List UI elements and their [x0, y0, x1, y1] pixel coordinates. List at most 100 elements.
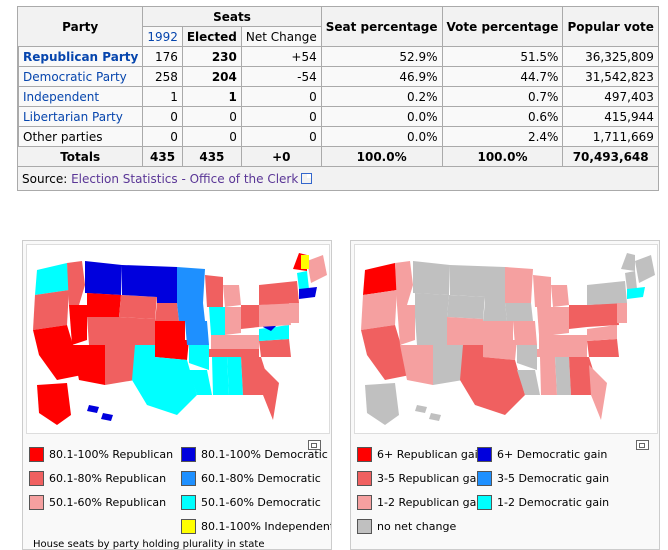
seat-percentage-cell: 0.2%: [320, 86, 443, 107]
totals-vote-percentage: 100.0%: [441, 146, 564, 167]
elected-cell: 204: [181, 66, 242, 87]
legend-swatch: [357, 446, 372, 462]
legend-item: 1-2 Democratic gain: [477, 491, 637, 513]
table-subheader-row: 1992 Elected Net Change: [18, 26, 659, 47]
legend-label: 3-5 Republican gain: [377, 471, 487, 485]
legend-label: 80.1-100% Independent: [201, 519, 332, 533]
legend-label: 6+ Democratic gain: [497, 447, 608, 461]
popular-vote-cell: 497,403: [562, 86, 659, 107]
elected-cell: 230: [181, 46, 242, 67]
popular-vote-cell: 31,542,823: [562, 66, 659, 87]
seat-percentage-cell: 52.9%: [320, 46, 443, 67]
legend-swatch: [477, 494, 492, 510]
elected-header: Elected: [181, 26, 242, 47]
vote-percentage-header: Vote percentage: [441, 6, 564, 47]
plurality-map-image[interactable]: [26, 244, 330, 434]
enlarge-icon[interactable]: [308, 440, 321, 450]
seat-percentage-cell: 46.9%: [320, 66, 443, 87]
legend-label: 1-2 Republican gain: [377, 495, 487, 509]
legend-label: 50.1-60% Republican: [49, 495, 167, 509]
external-link-icon: [301, 172, 313, 184]
prev-seats-cell: 258: [142, 66, 183, 87]
legend-label: 50.1-60% Democratic: [201, 495, 321, 509]
legend-item: no net change: [357, 515, 517, 537]
totals-label: Totals: [16, 146, 144, 167]
vote-percentage-cell: 0.7%: [441, 86, 564, 107]
seats-header: Seats: [142, 6, 322, 27]
legend-label: 60.1-80% Republican: [49, 471, 167, 485]
legend-swatch: [181, 518, 196, 534]
legend-label: 1-2 Democratic gain: [497, 495, 610, 509]
enlarge-icon[interactable]: [636, 440, 649, 450]
party-header: Party: [16, 6, 144, 47]
popular-vote-cell: 1,711,669: [562, 126, 659, 147]
totals-prev: 435: [142, 146, 183, 167]
popular-vote-cell: 415,944: [562, 106, 659, 127]
election-results-table: Party Seats Seat percentage Vote percent…: [16, 6, 659, 191]
legend-label: 60.1-80% Democratic: [201, 471, 321, 485]
vote-percentage-cell: 44.7%: [441, 66, 564, 87]
elected-cell: 0: [181, 126, 242, 147]
source-link[interactable]: Election Statistics - Office of the Cler…: [71, 171, 299, 186]
party-link[interactable]: Libertarian Party: [17, 106, 144, 127]
net-change-cell: -54: [240, 66, 322, 87]
popular-vote-cell: 36,325,809: [562, 46, 659, 67]
popular-vote-header: Popular vote: [562, 6, 659, 47]
legend-item: 6+ Democratic gain: [477, 443, 637, 465]
party-name: Other parties: [17, 126, 144, 147]
legend-swatch: [181, 446, 196, 462]
net-gain-map-image[interactable]: [354, 244, 658, 434]
party-link[interactable]: Independent: [17, 86, 144, 107]
legend-label: no net change: [377, 519, 457, 533]
legend-swatch: [29, 470, 44, 486]
net-change-cell: 0: [240, 86, 322, 107]
legend-item: 80.1-100% Democratic: [181, 443, 331, 465]
elected-cell: 1: [181, 86, 242, 107]
party-link[interactable]: Democratic Party: [17, 66, 144, 87]
seat-percentage-cell: 0.0%: [320, 126, 443, 147]
legend-item: 3-5 Republican gain: [357, 467, 517, 489]
vote-percentage-cell: 2.4%: [441, 126, 564, 147]
table-row: Independent 1 1 0 0.2% 0.7% 497,403: [17, 86, 659, 107]
vote-percentage-cell: 0.6%: [441, 106, 564, 127]
legend-swatch: [357, 518, 372, 534]
legend-label: 6+ Republican gain: [377, 447, 485, 461]
legend-label: 3-5 Democratic gain: [497, 471, 610, 485]
totals-row: Totals 435 435 +0 100.0% 100.0% 70,493,6…: [16, 146, 659, 167]
legend-swatch: [181, 494, 196, 510]
legend-item: 50.1-60% Republican: [29, 491, 189, 513]
legend-label: 80.1-100% Republican: [49, 447, 174, 461]
year-1992-link[interactable]: 1992: [142, 26, 183, 47]
legend-label: 80.1-100% Democratic: [201, 447, 328, 461]
legend-item: 1-2 Republican gain: [357, 491, 517, 513]
vote-percentage-cell: 51.5%: [441, 46, 564, 67]
table-row: Other parties 0 0 0 0.0% 2.4% 1,711,669: [17, 126, 659, 147]
table-row: Libertarian Party 0 0 0 0.0% 0.6% 415,94…: [17, 106, 659, 127]
legend-swatch: [29, 494, 44, 510]
source-label: Source:: [22, 171, 68, 186]
net-change-cell: 0: [240, 106, 322, 127]
party-link[interactable]: Republican Party: [17, 46, 144, 67]
net-change-header: Net Change: [240, 26, 322, 47]
legend-swatch: [477, 470, 492, 486]
source-row: Source: Election Statistics - Office of …: [17, 166, 659, 191]
table-header-row: Party Seats Seat percentage Vote percent…: [16, 6, 659, 47]
table-row: Democratic Party 258 204 -54 46.9% 44.7%…: [17, 66, 659, 87]
map-caption: House seats by party holding plurality i…: [33, 539, 265, 550]
legend-swatch: [29, 446, 44, 462]
legend-item: 6+ Republican gain: [357, 443, 517, 465]
prev-seats-cell: 176: [142, 46, 183, 67]
totals-popular-vote: 70,493,648: [562, 146, 659, 167]
elected-cell: 0: [181, 106, 242, 127]
legend-item: 3-5 Democratic gain: [477, 467, 637, 489]
net-change-cell: 0: [240, 126, 322, 147]
legend-swatch: [477, 446, 492, 462]
totals-elected: 435: [181, 146, 242, 167]
totals-change: +0: [240, 146, 322, 167]
net-change-cell: +54: [240, 46, 322, 67]
totals-seat-percentage: 100.0%: [320, 146, 443, 167]
source-cell: Source: Election Statistics - Office of …: [17, 166, 659, 191]
legend-item: 80.1-100% Independent: [181, 515, 332, 537]
legend-swatch: [181, 470, 196, 486]
seat-percentage-cell: 0.0%: [320, 106, 443, 127]
